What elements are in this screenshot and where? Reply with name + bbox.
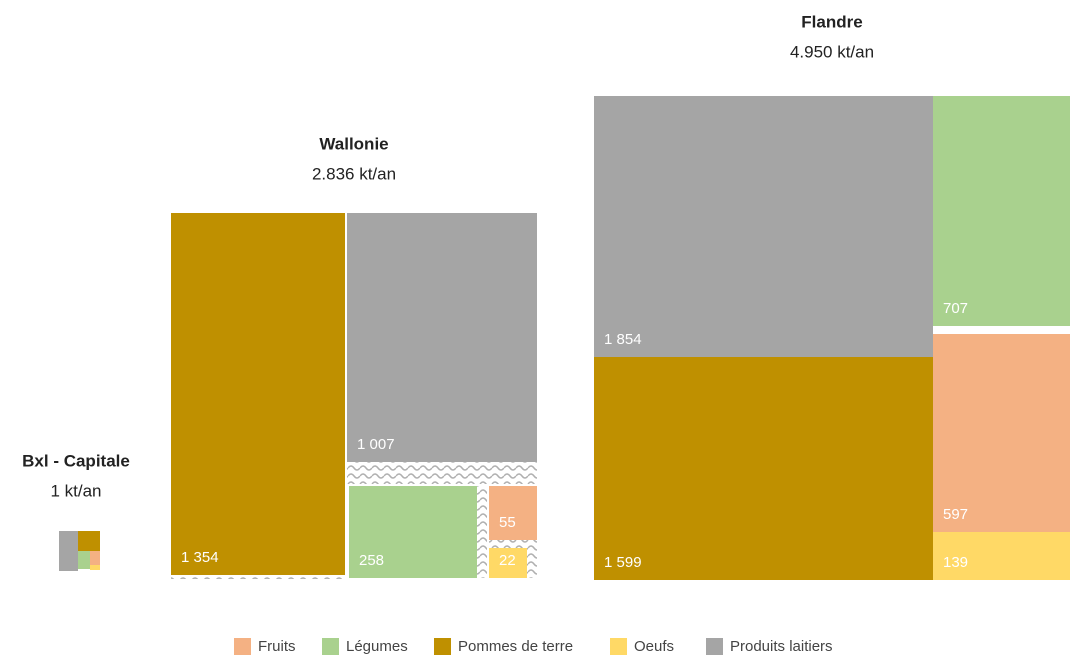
tile <box>347 213 537 462</box>
legend-label: Pommes de terre <box>458 638 573 655</box>
tile <box>171 213 345 575</box>
tile <box>594 96 933 357</box>
legend-swatch <box>234 638 251 655</box>
value-label: 1 354 <box>181 549 219 566</box>
legend-label: Oeufs <box>634 638 674 655</box>
tile <box>489 548 527 578</box>
value-label: 1 599 <box>604 554 642 571</box>
tile <box>349 486 477 578</box>
bxl-squares <box>59 531 100 571</box>
legend-swatch <box>434 638 451 655</box>
legend-swatch <box>322 638 339 655</box>
legend-swatch <box>706 638 723 655</box>
legend-label: Fruits <box>258 638 296 655</box>
value-label: 1 854 <box>604 331 642 348</box>
value-label: 22 <box>499 552 516 569</box>
tile <box>933 334 1070 532</box>
value-label: 139 <box>943 554 968 571</box>
group-title: Flandre <box>801 12 862 31</box>
value-label: 258 <box>359 552 384 569</box>
tile <box>933 532 1070 580</box>
value-label: 1 007 <box>357 436 395 453</box>
group-subtitle: 4.950 kt/an <box>790 42 874 61</box>
tile <box>933 96 1070 326</box>
group-title: Wallonie <box>319 134 388 153</box>
legend-label: Légumes <box>346 638 408 655</box>
group-title: Bxl - Capitale <box>22 451 130 470</box>
hatch-areas <box>171 327 1070 579</box>
tile <box>594 357 935 580</box>
group-subtitle: 1 kt/an <box>50 481 101 500</box>
value-label: 55 <box>499 514 516 531</box>
tile <box>489 486 537 540</box>
group-subtitle: 2.836 kt/an <box>312 164 396 183</box>
value-label: 707 <box>943 300 968 317</box>
value-label: 597 <box>943 506 968 523</box>
legend-swatch <box>610 638 627 655</box>
legend-label: Produits laitiers <box>730 638 833 655</box>
